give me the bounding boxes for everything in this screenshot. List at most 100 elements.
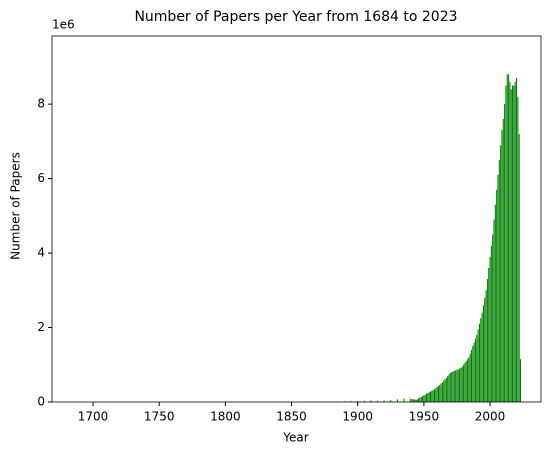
bar bbox=[480, 318, 482, 402]
bar bbox=[425, 393, 428, 402]
bar bbox=[449, 372, 451, 402]
y-tick-label: 0 bbox=[37, 395, 45, 409]
bar bbox=[396, 399, 398, 402]
bar bbox=[469, 353, 471, 402]
bar bbox=[518, 133, 520, 403]
bar bbox=[448, 374, 450, 402]
x-tick-label: 2000 bbox=[475, 410, 506, 424]
bar bbox=[493, 219, 495, 402]
y-axis-label: Number of Papers bbox=[9, 152, 23, 260]
bar bbox=[488, 267, 490, 402]
bar bbox=[481, 312, 483, 402]
bar bbox=[451, 372, 453, 402]
bar bbox=[500, 145, 502, 402]
bar bbox=[435, 388, 437, 402]
bar bbox=[420, 396, 422, 402]
bar bbox=[465, 361, 467, 402]
bar bbox=[453, 370, 455, 402]
bar bbox=[383, 400, 385, 402]
bar bbox=[456, 369, 458, 402]
bar bbox=[482, 305, 484, 402]
bar bbox=[410, 398, 412, 402]
bar bbox=[428, 392, 430, 402]
bar bbox=[510, 89, 512, 402]
bar bbox=[478, 323, 480, 402]
bar bbox=[423, 395, 425, 402]
bar bbox=[459, 368, 461, 402]
bar bbox=[468, 357, 470, 402]
x-tick-label: 1750 bbox=[144, 410, 175, 424]
bar bbox=[492, 234, 494, 402]
bar bbox=[444, 379, 446, 402]
bar bbox=[357, 400, 359, 402]
bar bbox=[463, 364, 465, 402]
bar bbox=[477, 329, 479, 402]
bar bbox=[514, 81, 516, 402]
bar bbox=[504, 104, 506, 402]
bar bbox=[509, 81, 511, 402]
bar bbox=[489, 256, 491, 402]
bar bbox=[501, 130, 503, 402]
bar bbox=[419, 397, 421, 402]
bar bbox=[403, 398, 405, 402]
bar bbox=[441, 382, 443, 402]
bar bbox=[427, 393, 429, 402]
bar bbox=[440, 383, 442, 402]
x-tick-label: 1700 bbox=[78, 410, 109, 424]
bar bbox=[497, 174, 499, 402]
bar bbox=[414, 399, 416, 402]
bar bbox=[377, 400, 379, 402]
bar bbox=[490, 245, 492, 402]
bar bbox=[494, 204, 496, 402]
bar bbox=[443, 380, 445, 402]
bar bbox=[370, 400, 372, 402]
bar bbox=[431, 390, 433, 402]
bar bbox=[519, 359, 522, 402]
bar bbox=[513, 85, 515, 402]
bar bbox=[433, 389, 435, 402]
bar bbox=[502, 119, 504, 402]
y-tick-label: 4 bbox=[37, 246, 45, 260]
bar bbox=[512, 85, 514, 402]
bar bbox=[508, 74, 510, 403]
bar bbox=[484, 297, 486, 402]
bar bbox=[452, 371, 454, 402]
bar bbox=[422, 396, 424, 402]
bar bbox=[505, 85, 507, 402]
bar bbox=[436, 387, 438, 402]
bar bbox=[447, 375, 449, 402]
bar bbox=[457, 369, 459, 402]
y-tick-label: 6 bbox=[37, 171, 45, 185]
x-tick-label: 1900 bbox=[342, 410, 373, 424]
bar bbox=[429, 391, 432, 402]
bar bbox=[506, 74, 508, 403]
bar bbox=[455, 370, 457, 402]
bar bbox=[470, 349, 473, 402]
bar bbox=[496, 189, 498, 402]
bar bbox=[461, 366, 463, 402]
bar bbox=[464, 362, 466, 402]
x-axis-label: Year bbox=[282, 431, 308, 445]
plot-frame bbox=[51, 35, 542, 403]
bar bbox=[439, 384, 441, 402]
bar bbox=[415, 399, 417, 402]
bar bbox=[476, 334, 478, 402]
x-tick-label: 1800 bbox=[210, 410, 241, 424]
x-tick-label: 1850 bbox=[276, 410, 307, 424]
bar bbox=[486, 279, 488, 402]
bar bbox=[432, 390, 434, 402]
y-tick-label: 2 bbox=[37, 320, 45, 334]
bar bbox=[474, 338, 477, 402]
bar bbox=[418, 398, 420, 402]
bar bbox=[445, 377, 447, 402]
bar bbox=[498, 159, 500, 402]
bar bbox=[411, 399, 413, 402]
bar bbox=[517, 96, 519, 402]
bar bbox=[485, 290, 487, 402]
bar bbox=[412, 399, 414, 402]
bar bbox=[473, 342, 475, 402]
chart-title: Number of Papers per Year from 1684 to 2… bbox=[134, 9, 457, 25]
bar bbox=[467, 359, 469, 402]
bar bbox=[416, 399, 418, 402]
